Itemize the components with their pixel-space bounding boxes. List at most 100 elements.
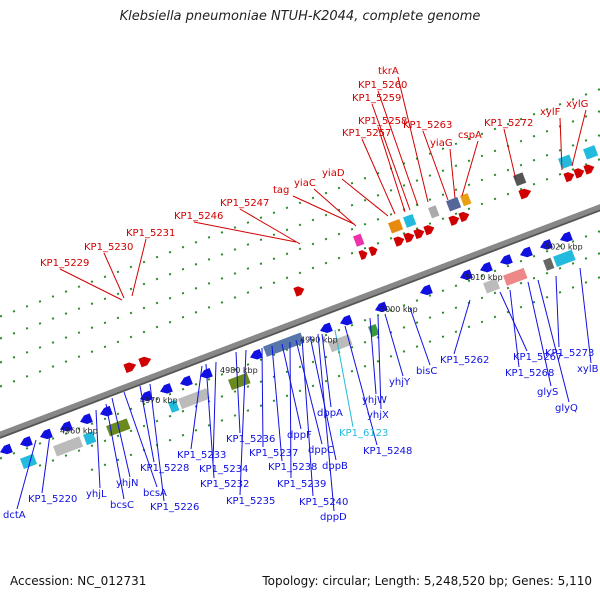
track-dot [207,282,211,285]
reverse-gene-arrow [460,269,473,280]
track-dot [415,179,419,182]
track-dot [402,326,406,329]
track-dot [116,458,120,462]
feature-block [368,323,380,338]
track-dot [415,345,419,348]
reverse-leader [289,341,292,479]
track-dot [51,437,55,440]
reverse-gene-arrow [0,443,13,455]
forward-leader [571,109,587,167]
scale-label: 5010 kbp [465,273,503,282]
track-dot [142,282,146,286]
track-dot [259,380,263,383]
scale-label: 4980 kbp [220,366,258,375]
track-dot [467,207,471,211]
forward-gene-label: tkrA [378,66,399,77]
reverse-gene-label: KP1_5234 [199,464,248,475]
track-dot [324,237,328,241]
track-dot [337,232,341,236]
forward-leader [371,103,411,211]
track-dot [311,266,315,270]
track-dot [38,300,42,303]
track-dot [324,191,328,195]
forward-gene-label: cspA [458,130,482,141]
track-dot [480,154,484,158]
track-dot [493,315,497,319]
track-dot [493,149,497,153]
forward-gene-label: xylF [540,107,561,118]
track-dot [12,309,16,313]
track-dot [259,262,263,265]
track-dot [480,320,484,324]
track-dot [259,238,263,241]
track-dot [155,419,159,423]
track-dot [64,360,68,363]
track-dot [363,340,367,344]
track-dot [389,355,393,358]
reverse-gene-label: yhjX [367,410,389,421]
track-dot [51,295,55,298]
forward-leader [59,268,123,301]
forward-leader [461,140,479,197]
track-dot [506,122,510,126]
forward-gene-arrow [448,215,460,226]
feature-block [503,267,528,286]
track-dot [467,137,471,141]
reverse-leader [261,347,264,448]
track-dot [441,147,445,150]
track-dot [285,276,289,280]
scale-label: 4970 kbp [140,396,178,405]
track-dot [77,331,81,334]
track-dot [363,364,367,368]
reverse-gene-label: yhjL [86,489,107,500]
track-dot [454,212,458,216]
track-dot [246,409,250,412]
feature-block [83,431,97,446]
reverse-gene-label: KP1_5248 [363,446,412,457]
track-dot [454,142,458,146]
topology-label: Topology: circular; Length: 5,248,520 bp… [262,574,592,588]
track-dot [480,132,484,136]
track-dot [168,392,172,396]
reverse-gene-arrow [79,413,93,424]
track-dot [350,203,354,207]
track-dot [545,129,549,133]
track-dot [12,331,16,335]
track-dot [350,251,354,255]
reverse-gene-label: glyQ [555,403,578,414]
track-dot [155,301,159,305]
track-dot [116,316,120,320]
reverse-leader [123,391,158,488]
track-dot [376,314,380,317]
track-dot [584,139,588,142]
forward-leader [422,130,449,201]
track-dot [324,333,328,337]
reverse-gene-label: KP1_5262 [440,355,489,366]
gene-features [0,145,599,470]
map-title: Klebsiella pneumoniae NTUH-K2044, comple… [119,9,481,24]
reverse-gene-label: yhjN [116,478,139,489]
track-dot [584,281,588,284]
track-dot [363,318,367,322]
feature-block [460,193,472,207]
track-dot [168,272,172,276]
track-dot [220,373,224,376]
forward-gene-arrow [123,362,137,374]
reverse-gene-label: KP1_5267 [513,352,562,363]
feature-block [446,197,462,212]
track-dot [25,351,29,354]
track-dot [493,197,497,201]
forward-leader [503,128,517,181]
forward-leader [361,138,396,215]
reverse-gene-label: KP1_5236 [226,434,275,445]
track-dot [298,389,302,393]
forward-gene-label: KP1_5259 [352,93,401,104]
reverse-leader [309,335,337,461]
track-dot [77,449,81,452]
reverse-gene-label: KP1_5268 [505,368,554,379]
track-dot [467,279,471,283]
reverse-leader [295,339,323,445]
reverse-gene-arrow [419,284,433,296]
track-dot [571,240,575,243]
reverse-gene-arrow [180,375,193,387]
